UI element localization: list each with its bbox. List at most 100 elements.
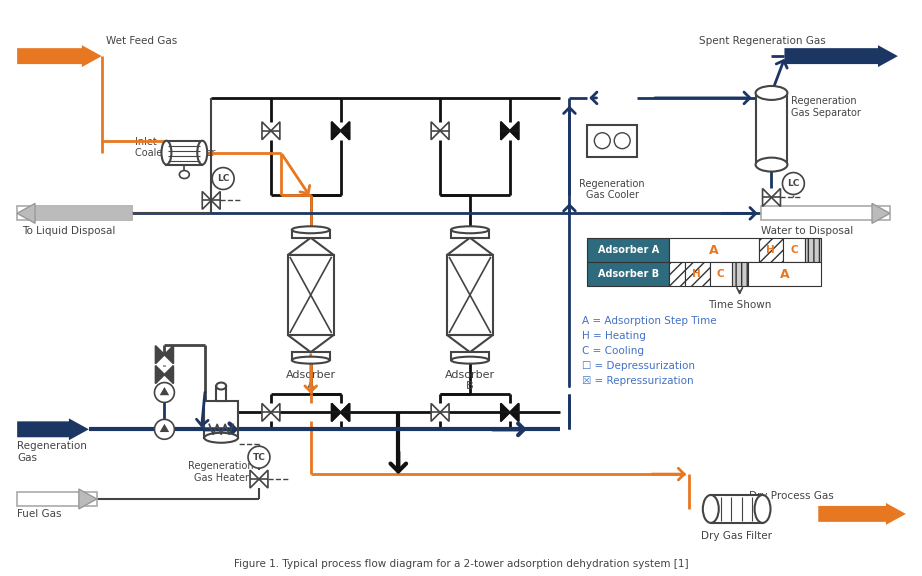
Bar: [167, 141, 202, 165]
Polygon shape: [211, 191, 220, 210]
Polygon shape: [18, 203, 132, 223]
Polygon shape: [340, 403, 349, 422]
Text: A: A: [709, 244, 718, 257]
Text: Regeneration
Gas: Regeneration Gas: [18, 441, 87, 463]
Text: Adsorber B: Adsorber B: [597, 269, 658, 279]
Polygon shape: [510, 403, 519, 422]
Text: Time Shown: Time Shown: [708, 300, 772, 310]
Text: Spent Regeneration Gas: Spent Regeneration Gas: [699, 36, 825, 46]
Polygon shape: [762, 188, 772, 206]
Circle shape: [212, 168, 234, 190]
Bar: [710, 262, 732, 286]
Text: Dry Gas Filter: Dry Gas Filter: [701, 531, 772, 541]
Polygon shape: [164, 346, 173, 363]
Polygon shape: [262, 122, 271, 140]
Polygon shape: [288, 238, 334, 255]
Polygon shape: [510, 403, 519, 422]
Polygon shape: [18, 45, 101, 67]
Polygon shape: [501, 403, 510, 422]
Ellipse shape: [161, 141, 171, 165]
Text: Adsorber
A: Adsorber A: [286, 370, 336, 391]
Polygon shape: [18, 203, 35, 223]
Text: C: C: [790, 245, 798, 255]
Polygon shape: [271, 403, 280, 422]
Bar: [18, 206, 132, 221]
Bar: [447, 255, 493, 335]
Polygon shape: [332, 403, 340, 422]
Circle shape: [248, 446, 270, 468]
Bar: [759, 238, 784, 262]
Circle shape: [155, 382, 174, 403]
Polygon shape: [18, 418, 89, 440]
Text: Dry Process Gas: Dry Process Gas: [749, 491, 833, 501]
Bar: [205, 401, 238, 438]
Polygon shape: [250, 470, 259, 488]
Polygon shape: [271, 122, 280, 140]
Bar: [292, 230, 330, 238]
Text: Water to Disposal: Water to Disposal: [761, 226, 853, 236]
Bar: [748, 262, 822, 286]
Text: Adsorber
B: Adsorber B: [445, 370, 495, 391]
Polygon shape: [288, 335, 334, 352]
Bar: [669, 238, 759, 262]
Polygon shape: [160, 424, 169, 432]
Text: H: H: [692, 269, 702, 279]
Text: H: H: [766, 245, 774, 255]
Text: Fuel Gas: Fuel Gas: [18, 509, 62, 519]
Polygon shape: [332, 122, 340, 140]
Text: ☐ = Depressurization: ☐ = Depressurization: [583, 361, 695, 370]
Text: LC: LC: [787, 179, 799, 188]
Polygon shape: [431, 122, 440, 140]
Ellipse shape: [451, 357, 489, 363]
Bar: [761, 206, 890, 221]
Ellipse shape: [205, 433, 238, 443]
Polygon shape: [510, 122, 519, 140]
Polygon shape: [510, 122, 519, 140]
Ellipse shape: [197, 141, 207, 165]
Polygon shape: [202, 191, 211, 210]
Ellipse shape: [292, 226, 330, 233]
Text: Regeneration
Gas Separator: Regeneration Gas Separator: [791, 96, 861, 118]
Text: LC: LC: [217, 174, 230, 183]
Bar: [755, 93, 787, 165]
Polygon shape: [340, 122, 349, 140]
Bar: [216, 386, 226, 401]
Polygon shape: [431, 403, 440, 422]
Polygon shape: [501, 122, 510, 140]
Ellipse shape: [292, 357, 330, 363]
Ellipse shape: [755, 158, 787, 172]
Polygon shape: [440, 403, 449, 422]
Bar: [711, 495, 762, 523]
Polygon shape: [501, 122, 510, 140]
Polygon shape: [340, 403, 349, 422]
Polygon shape: [785, 45, 898, 67]
Ellipse shape: [451, 226, 489, 233]
Text: H = Heating: H = Heating: [583, 331, 646, 341]
Polygon shape: [156, 366, 164, 384]
Bar: [292, 352, 330, 360]
Bar: [685, 262, 710, 286]
Bar: [732, 262, 748, 286]
Ellipse shape: [703, 495, 719, 523]
Text: A: A: [780, 268, 789, 281]
Polygon shape: [440, 122, 449, 140]
Polygon shape: [447, 238, 493, 255]
Polygon shape: [79, 489, 97, 509]
Polygon shape: [259, 470, 268, 488]
Text: Regeneration
Gas Cooler: Regeneration Gas Cooler: [579, 179, 645, 200]
Bar: [451, 230, 489, 238]
Circle shape: [783, 173, 804, 195]
Circle shape: [595, 132, 610, 149]
Polygon shape: [262, 403, 271, 422]
Bar: [805, 238, 822, 262]
Bar: [451, 352, 489, 360]
Text: Figure 1. Typical process flow diagram for a 2-tower adsorption dehydration syst: Figure 1. Typical process flow diagram f…: [233, 559, 689, 569]
Text: Wet Feed Gas: Wet Feed Gas: [106, 36, 177, 46]
Circle shape: [155, 419, 174, 439]
Bar: [587, 262, 669, 286]
Text: Inlet
Coalescing Filter: Inlet Coalescing Filter: [135, 137, 215, 158]
Bar: [587, 125, 637, 157]
Polygon shape: [164, 366, 173, 384]
Text: TC: TC: [253, 453, 266, 462]
Ellipse shape: [755, 86, 787, 100]
